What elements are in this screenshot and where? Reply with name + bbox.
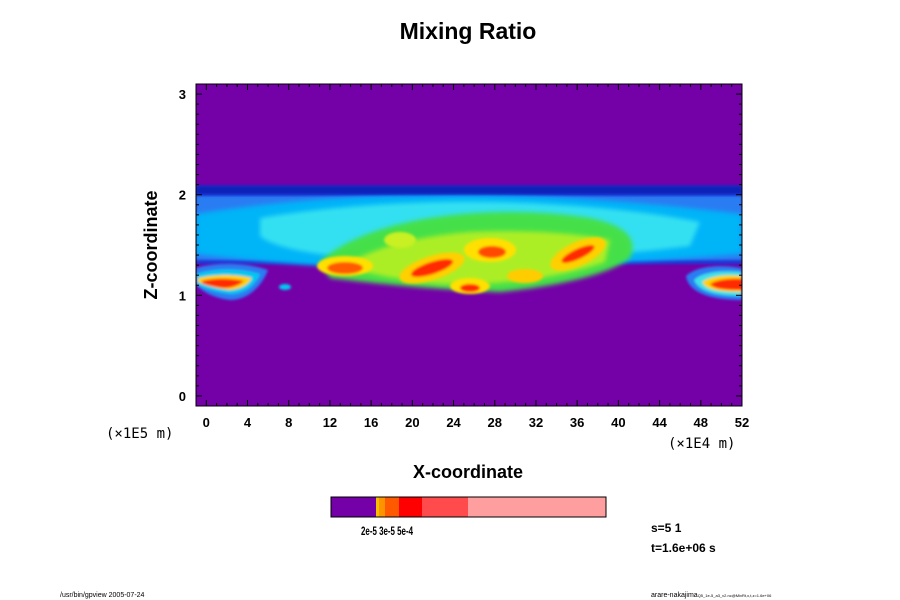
x-tick-label: 20 xyxy=(405,415,419,430)
x-tick-label: 44 xyxy=(652,415,667,430)
colorbar-seg-7 xyxy=(468,497,606,517)
y-axis-multiplier: (×1E5 m) xyxy=(106,426,173,442)
field-left-blob xyxy=(196,263,268,300)
x-axis-ticks: 0 4 8 12 16 20 24 28 32 36 40 44 48 52 xyxy=(195,84,749,430)
x-axis-multiplier: (×1E4 m) xyxy=(668,436,735,452)
y-axis-label: Z-coordinate xyxy=(141,190,161,299)
x-tick-label: 4 xyxy=(244,415,252,430)
field-right-blob xyxy=(686,266,742,300)
x-tick-label: 28 xyxy=(488,415,502,430)
chart-title: Mixing Ratio xyxy=(400,18,537,44)
x-tick-label: 24 xyxy=(446,415,461,430)
colorbar-labels: 2e-5 3e-5 5e-4 xyxy=(361,524,413,538)
footer-right-small: Q5_1e-5_a3_v2.nc@MixRt,x,t,z=1.6e+06 xyxy=(698,593,772,598)
mixing-ratio-field xyxy=(196,186,742,300)
x-tick-label: 0 xyxy=(203,415,210,430)
x-tick-label: 52 xyxy=(735,415,749,430)
x-axis-label: X-coordinate xyxy=(413,462,523,482)
x-tick-label: 8 xyxy=(285,415,292,430)
colorbar-seg-1 xyxy=(331,497,376,517)
x-tick-label: 12 xyxy=(323,415,337,430)
x-tick-label: 16 xyxy=(364,415,378,430)
annotation-s: s=5 1 xyxy=(651,521,682,535)
colorbar-seg-6 xyxy=(422,497,468,517)
field-hot-spots xyxy=(317,232,606,294)
field-top-fringe xyxy=(196,186,742,194)
y-axis-ticks: 0 1 2 3 xyxy=(179,87,742,404)
footer-right-main: arare-nakajima xyxy=(651,592,698,599)
x-tick-label: 40 xyxy=(611,415,625,430)
colorbar-seg-4 xyxy=(385,497,399,517)
y-tick-label: 2 xyxy=(179,188,186,203)
x-tick-label: 48 xyxy=(694,415,708,430)
colorbar: 2e-5 3e-5 5e-4 xyxy=(330,496,607,538)
x-tick-label: 32 xyxy=(529,415,543,430)
y-tick-label: 1 xyxy=(179,288,186,303)
annotation-t: t=1.6e+06 s xyxy=(651,541,716,555)
colorbar-seg-3 xyxy=(379,497,385,517)
y-tick-label: 3 xyxy=(179,87,186,102)
x-tick-label: 36 xyxy=(570,415,584,430)
colorbar-seg-5 xyxy=(399,497,422,517)
field-small-blob xyxy=(279,284,291,290)
y-tick-label: 0 xyxy=(179,389,186,404)
footer-left: /usr/bin/gpview 2005-07-24 xyxy=(60,592,145,599)
footer-right: arare-nakajimaQ5_1e-5_a3_v2.nc@MixRt,x,t… xyxy=(651,592,772,599)
colorbar-seg-2 xyxy=(376,497,379,517)
colorbar-frame xyxy=(330,496,607,518)
